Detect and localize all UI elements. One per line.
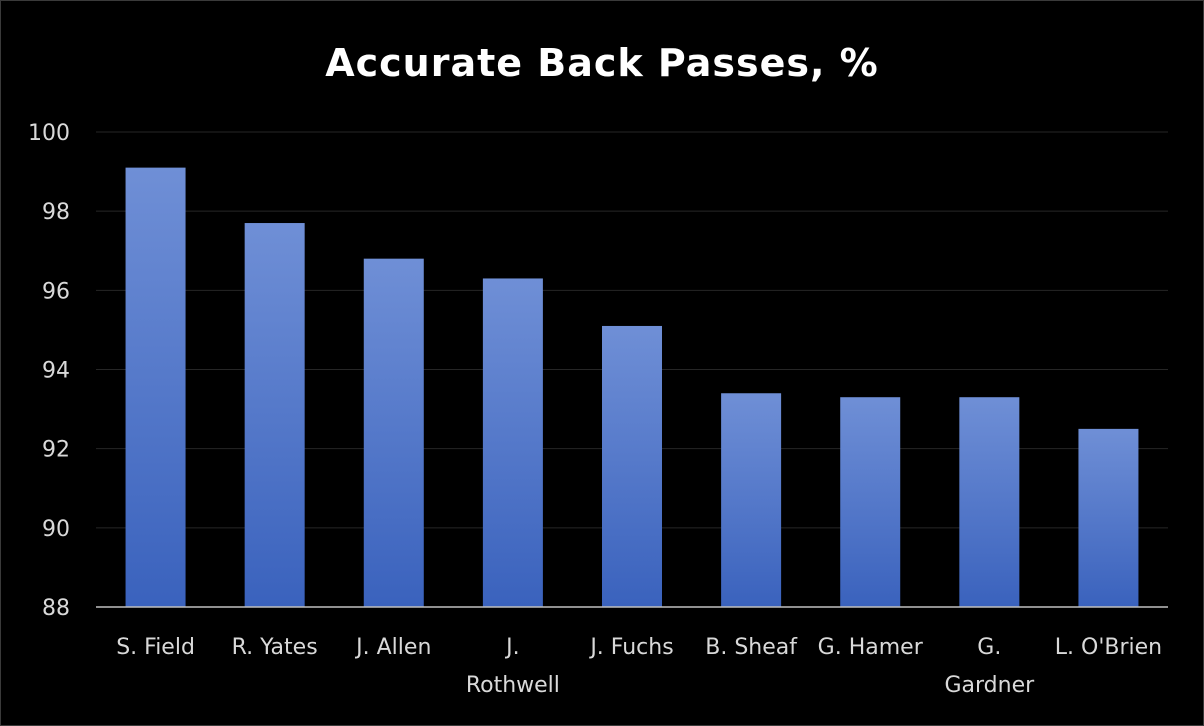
x-category-label: J. Rothwell (466, 635, 560, 698)
bar-b-sheaf (721, 393, 782, 607)
bar-g-gardner (959, 397, 1020, 607)
x-category-label: L. O'Brien (1055, 635, 1162, 660)
y-tick-label: 92 (42, 438, 70, 463)
bar-g-hamer (840, 397, 901, 607)
x-category-label: S. Field (116, 635, 195, 660)
x-category-label: J. Fuchs (588, 635, 673, 660)
x-category-label: G. Hamer (818, 635, 924, 660)
y-tick-label: 100 (28, 121, 70, 146)
bar-s-field (125, 167, 186, 607)
y-tick-label: 88 (42, 596, 70, 621)
y-tick-label: 94 (42, 359, 70, 384)
y-tick-label: 90 (42, 517, 70, 542)
x-category-label: R. Yates (232, 635, 318, 660)
bar-l-o-brien (1078, 428, 1139, 607)
bar-j-allen (363, 258, 424, 607)
chart-title: Accurate Back Passes, % (325, 41, 879, 85)
bar-j-fuchs (602, 325, 662, 607)
bar-j-rothwell (482, 278, 543, 607)
y-tick-label: 96 (42, 279, 70, 304)
bar-r-yates (244, 223, 305, 607)
x-axis-category-labels: S. Field R. Yates J. Allen J. Rothwell J. Fuc… (116, 635, 1162, 698)
x-category-label: G. Gardner (944, 635, 1035, 698)
bars (125, 167, 1139, 607)
x-category-label: J. Allen (354, 635, 431, 660)
x-category-label: B. Sheaf (705, 635, 798, 660)
y-tick-label: 98 (42, 200, 70, 225)
y-axis-tick-labels: 88 90 92 94 96 98 100 (28, 121, 70, 621)
